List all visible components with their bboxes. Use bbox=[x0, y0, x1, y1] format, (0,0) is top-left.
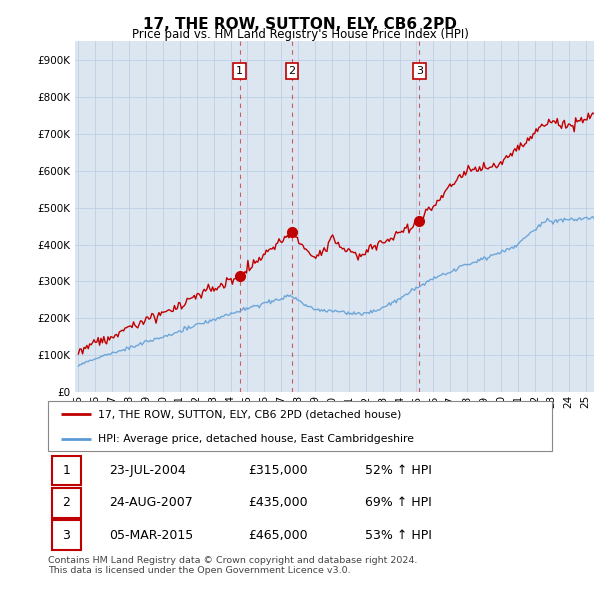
Text: 17, THE ROW, SUTTON, ELY, CB6 2PD: 17, THE ROW, SUTTON, ELY, CB6 2PD bbox=[143, 17, 457, 31]
Text: 3: 3 bbox=[62, 529, 70, 542]
FancyBboxPatch shape bbox=[52, 520, 81, 550]
Text: 3: 3 bbox=[416, 66, 423, 76]
Text: £315,000: £315,000 bbox=[248, 464, 308, 477]
Text: This data is licensed under the Open Government Licence v3.0.: This data is licensed under the Open Gov… bbox=[48, 566, 350, 575]
Text: HPI: Average price, detached house, East Cambridgeshire: HPI: Average price, detached house, East… bbox=[98, 434, 415, 444]
FancyBboxPatch shape bbox=[52, 489, 81, 517]
Text: 1: 1 bbox=[62, 464, 70, 477]
Text: 24-AUG-2007: 24-AUG-2007 bbox=[109, 496, 193, 510]
Text: Price paid vs. HM Land Registry's House Price Index (HPI): Price paid vs. HM Land Registry's House … bbox=[131, 28, 469, 41]
Text: 2: 2 bbox=[289, 66, 296, 76]
FancyBboxPatch shape bbox=[48, 401, 552, 451]
Text: 52% ↑ HPI: 52% ↑ HPI bbox=[365, 464, 431, 477]
Text: £465,000: £465,000 bbox=[248, 529, 308, 542]
Text: 53% ↑ HPI: 53% ↑ HPI bbox=[365, 529, 431, 542]
Text: 05-MAR-2015: 05-MAR-2015 bbox=[109, 529, 193, 542]
Text: 69% ↑ HPI: 69% ↑ HPI bbox=[365, 496, 431, 510]
Text: Contains HM Land Registry data © Crown copyright and database right 2024.: Contains HM Land Registry data © Crown c… bbox=[48, 556, 418, 565]
Text: 17, THE ROW, SUTTON, ELY, CB6 2PD (detached house): 17, THE ROW, SUTTON, ELY, CB6 2PD (detac… bbox=[98, 409, 402, 419]
Text: 23-JUL-2004: 23-JUL-2004 bbox=[109, 464, 185, 477]
FancyBboxPatch shape bbox=[52, 456, 81, 486]
Text: 1: 1 bbox=[236, 66, 243, 76]
Text: £435,000: £435,000 bbox=[248, 496, 308, 510]
Text: 2: 2 bbox=[62, 496, 70, 510]
